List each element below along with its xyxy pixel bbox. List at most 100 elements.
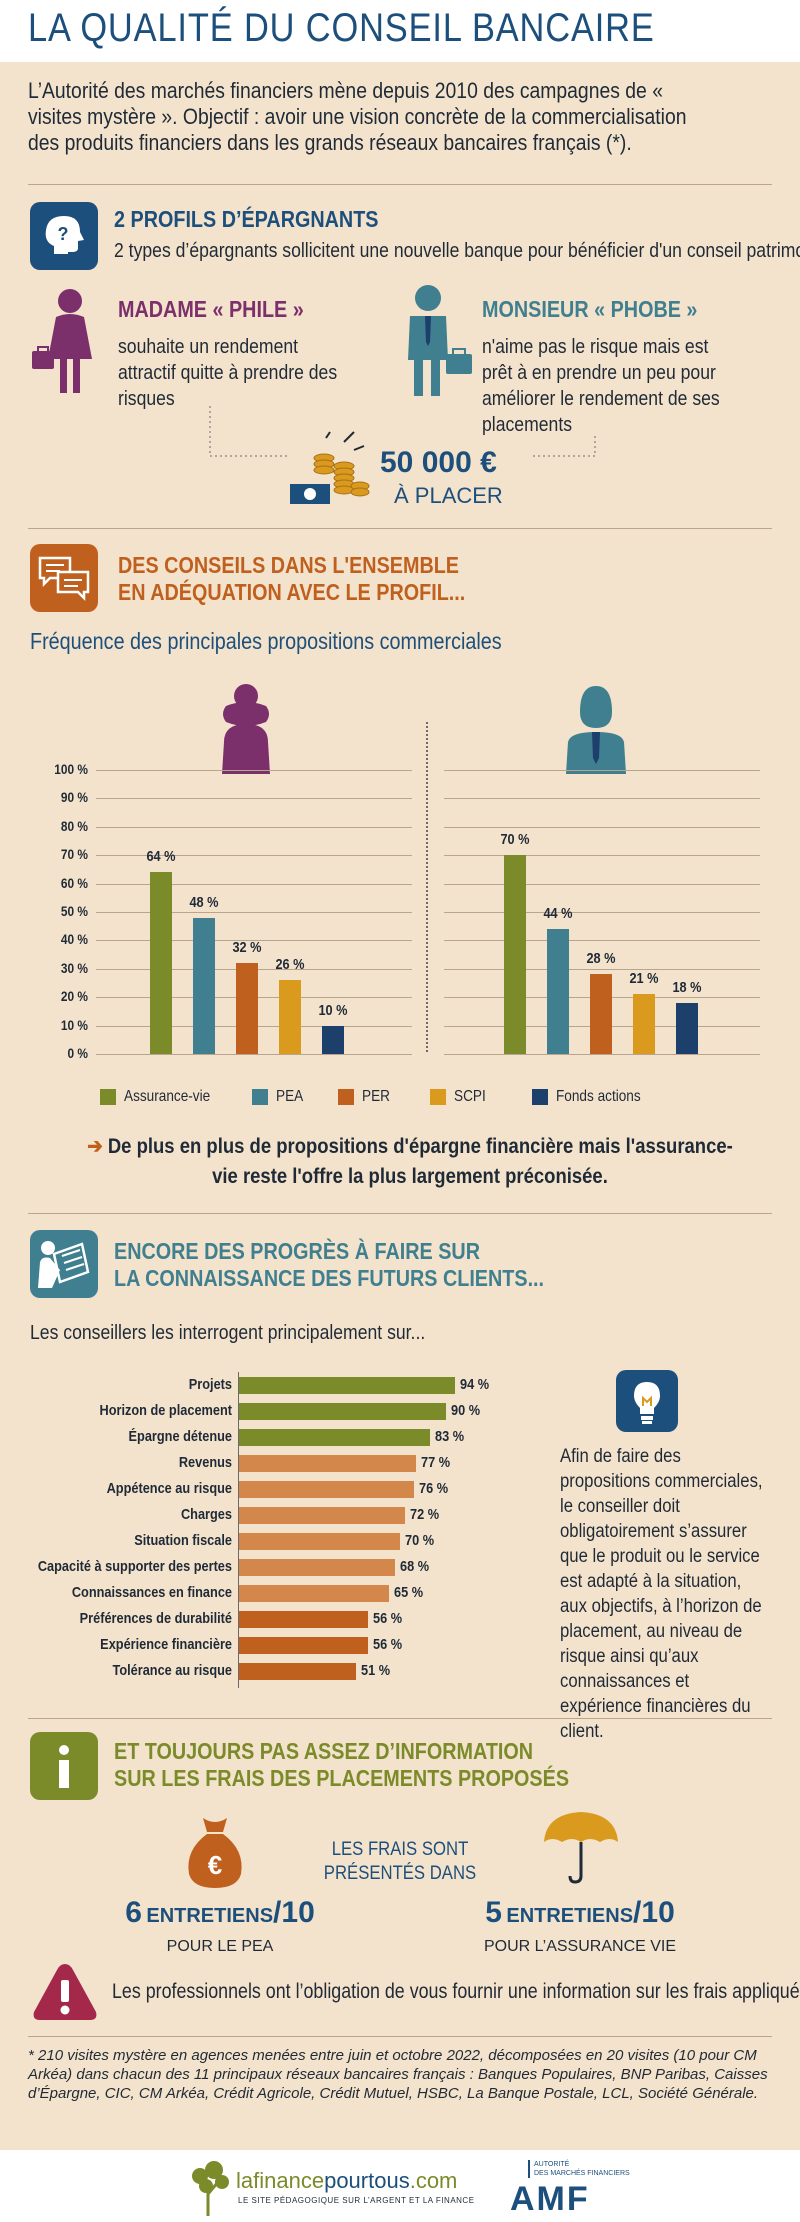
fees-left-word: ENTRETIENS (146, 1905, 274, 1927)
legend-label: PEA (276, 1088, 304, 1105)
amf-caption-2: DES MARCHÉS FINANCIERS (534, 2170, 630, 2177)
criteria-label: Revenus (178, 1454, 232, 1471)
fees-left-sub: POUR LE PEA (166, 1938, 274, 1955)
bar-value-label: 28 % (586, 950, 616, 968)
chart-legend: Assurance-vie PEA PER SCPI Fonds actions (0, 1088, 800, 1112)
y-tick-label: 100 % (54, 761, 88, 777)
grid-line (96, 940, 412, 942)
criteria-value: 94 % (460, 1376, 490, 1393)
profiles-title: 2 PROFILS D’ÉPARGNANTS (114, 206, 379, 232)
criteria-bar (239, 1611, 368, 1628)
svg-text:?: ? (58, 224, 69, 244)
criteria-bar (239, 1429, 430, 1446)
money-icon (286, 428, 376, 508)
chart-separator (426, 722, 428, 1052)
fees-left-denom: /10 (273, 1896, 315, 1929)
money-bag-icon: € (183, 1814, 247, 1890)
criteria-label: Charges (180, 1506, 232, 1523)
monsieur-desc: n'aime pas le risque mais est prêt à en … (482, 336, 720, 436)
y-tick-label: 20 % (60, 988, 88, 1005)
man-icon (398, 282, 478, 400)
footer: lafinancepourtous.com LE SITE PÉDAGOGIQU… (0, 2150, 800, 2222)
criteria-bar (239, 1507, 405, 1524)
criteria-value: 83 % (434, 1428, 464, 1445)
knowledge-lead: Les conseillers les interrogent principa… (30, 1322, 426, 1344)
y-tick-label: 0 % (67, 1045, 88, 1061)
advice-conclusion-text: De plus en plus de propositions d'épargn… (107, 1135, 733, 1188)
bar-value-label: 70 % (500, 831, 530, 849)
fees-right-denom: /10 (633, 1896, 675, 1929)
criteria-value: 76 % (418, 1480, 448, 1497)
criteria-value: 51 % (361, 1662, 391, 1679)
bar-value-label: 10 % (318, 1001, 348, 1019)
page-title: LA QUALITÉ DU CONSEIL BANCAIRE (28, 6, 655, 50)
advice-title-2: EN ADÉQUATION AVEC LE PROFIL... (118, 579, 466, 605)
legend-label: Fonds actions (556, 1088, 641, 1105)
grid-line (444, 968, 760, 970)
knowledge-title-2: LA CONNAISSANCE DES FUTURS CLIENTS... (114, 1265, 545, 1291)
logo1-part-c: .com (409, 2168, 458, 2193)
divider (28, 528, 772, 529)
criteria-value: 70 % (405, 1532, 435, 1549)
criteria-value: 65 % (393, 1584, 423, 1601)
divider (28, 2036, 772, 2037)
header-bar: LA QUALITÉ DU CONSEIL BANCAIRE (0, 0, 800, 62)
criteria-bar (239, 1403, 446, 1420)
legend-label: Assurance-vie (124, 1088, 211, 1105)
fees-right-sub: POUR L’ASSURANCE VIE (483, 1938, 677, 1955)
grid-line (96, 826, 412, 828)
legend-item: Fonds actions (532, 1088, 656, 1106)
connector-lines (209, 406, 596, 457)
chart-title: Fréquence des principales propositions c… (30, 628, 502, 654)
intro-text: L’Autorité des marchés financiers mène d… (28, 78, 687, 155)
fees-title-2: SUR LES FRAIS DES PLACEMENTS PROPOSÉS (114, 1765, 570, 1791)
amf-logo[interactable]: AMF (510, 2180, 590, 2218)
bar-value-label: 48 % (189, 893, 219, 911)
y-tick-label: 50 % (60, 903, 88, 919)
y-tick-label: 70 % (60, 846, 88, 863)
y-tick-label: 40 % (60, 931, 88, 948)
bar-value-label: 18 % (672, 978, 702, 996)
criteria-value: 72 % (409, 1506, 439, 1523)
grid-line (96, 855, 412, 857)
arrow-right-icon: ➔ (87, 1135, 108, 1158)
legend-swatch (100, 1089, 116, 1105)
advice-title-1: DES CONSEILS DANS L'ENSEMBLE (118, 552, 460, 578)
criteria-label: Capacité à supporter des pertes (37, 1558, 233, 1575)
criteria-bar (239, 1663, 357, 1680)
tree-logo-icon (186, 2160, 232, 2216)
criteria-label: Épargne détenue (128, 1428, 232, 1445)
umbrella-icon (540, 1808, 622, 1886)
madame-name: MADAME « PHILE » (118, 296, 304, 322)
fees-left-stat: 6 ENTRETIENS/10 (110, 1896, 330, 1930)
criteria-value: 68 % (400, 1558, 430, 1575)
woman-icon (28, 287, 104, 397)
footnote: * 210 visites mystère en agences menées … (28, 2047, 768, 2102)
question-head-icon: ? (30, 202, 98, 270)
warning-icon (30, 1960, 100, 2024)
criteria-bar (239, 1455, 417, 1472)
bar-assurance-vie (150, 872, 172, 1054)
bar-value-label: 44 % (543, 905, 573, 923)
grid-line (444, 798, 760, 800)
euro-sign: € (208, 1850, 222, 1880)
amount-value: 50 000 € (380, 446, 497, 479)
bar-fonds-actions (322, 1025, 344, 1054)
fees-center-line2: PRÉSENTÉS DANS (323, 1863, 477, 1884)
grid-line (96, 798, 412, 800)
fees-center-text: LES FRAIS SONT PRÉSENTÉS DANS (312, 1838, 488, 1886)
criteria-value: 77 % (421, 1454, 451, 1471)
legend-item: SCPI (430, 1088, 491, 1106)
criteria-value: 56 % (372, 1610, 402, 1627)
bar-per (236, 963, 258, 1054)
divider (28, 1213, 772, 1214)
divider (28, 1718, 772, 1719)
grid-line (444, 826, 760, 828)
monsieur-name: MONSIEUR « PHOBE » (482, 296, 698, 322)
criteria-label: Connaissances en finance (71, 1584, 232, 1601)
legend-item: PEA (252, 1088, 308, 1106)
lafinancepourtous-logo[interactable]: lafinancepourtous.com (236, 2168, 457, 2194)
fees-left-count: 6 (125, 1896, 142, 1929)
legend-label: PER (362, 1088, 390, 1105)
grid-line (444, 940, 760, 942)
